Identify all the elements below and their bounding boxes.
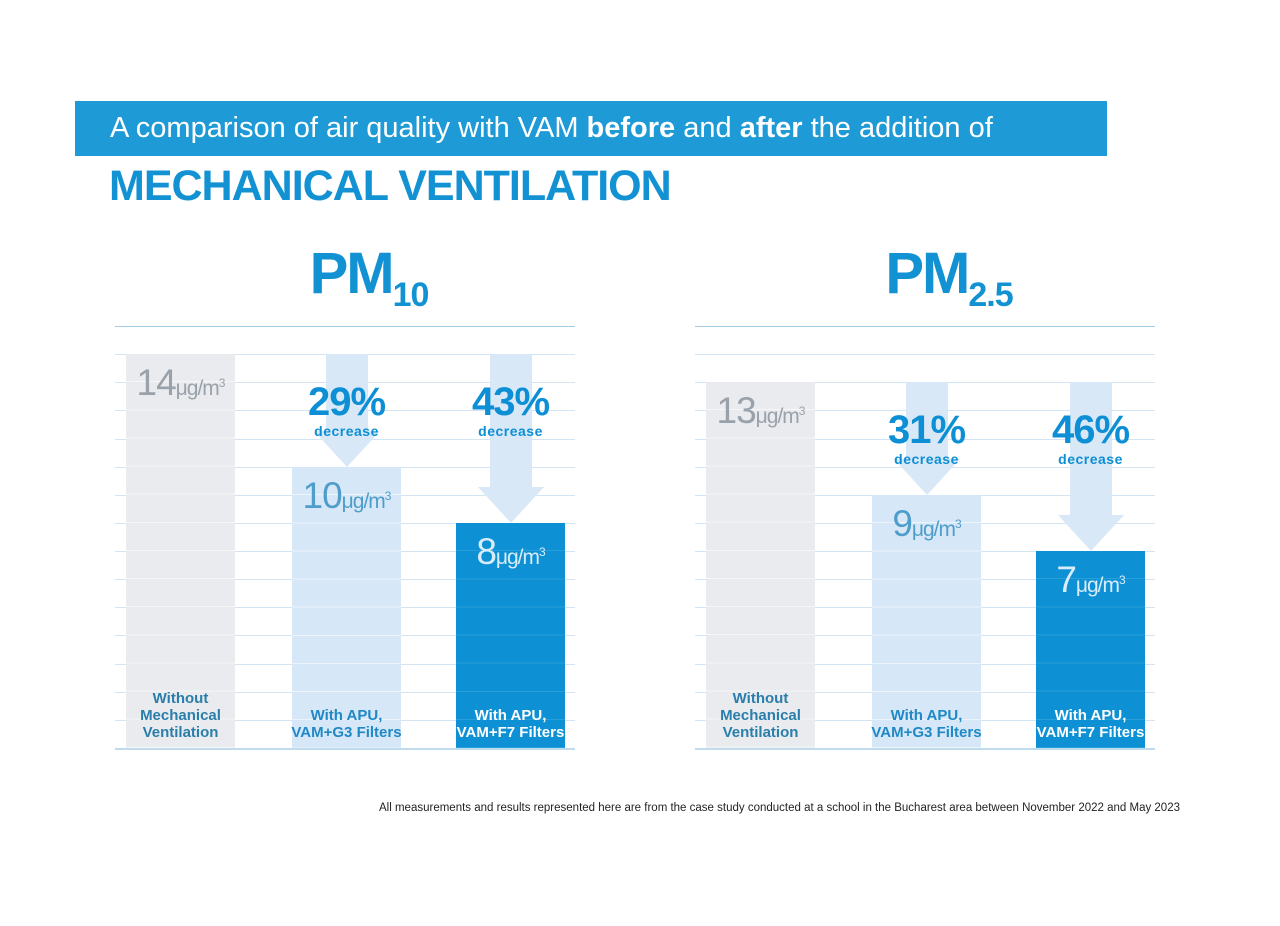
decrease-arrow: 43% decrease <box>401 354 621 523</box>
bar-value-number: 13 <box>716 390 757 432</box>
bar-category-line: Mechanical <box>140 707 221 724</box>
bar-value-number: 7 <box>1056 559 1077 601</box>
bar-value-unit-exponent: 3 <box>798 404 806 419</box>
bar-value-unit-exponent: 3 <box>384 488 392 503</box>
decrease-arrow: 29% decrease <box>237 354 457 467</box>
bar-value-number: 8 <box>476 530 497 572</box>
bar: 13μg/m3 Without Mechanical Ventilation <box>706 382 815 748</box>
chart-title: PM2.5 <box>719 240 1179 320</box>
decrease-callout: 29% decrease <box>237 382 457 439</box>
arrow-shaft <box>905 382 948 460</box>
bar-value-label: 7μg/m3 <box>1036 559 1145 601</box>
decrease-percent: 29% <box>307 380 386 425</box>
bar-category-line: VAM+G3 Filters <box>871 724 982 741</box>
bar-value-label: 9μg/m3 <box>872 503 981 545</box>
decrease-percent: 43% <box>471 380 550 425</box>
decrease-arrow: 46% decrease <box>981 382 1201 552</box>
decrease-percent: 31% <box>887 408 966 453</box>
banner-bold-after: after <box>739 112 803 144</box>
arrow-head <box>1057 515 1124 552</box>
bar-category-line: Ventilation <box>142 724 219 741</box>
decrease-arrow: 31% decrease <box>817 382 1037 495</box>
bar-category-line: With APU, <box>310 707 383 724</box>
bar-category-label: With APU, VAM+G3 Filters <box>866 707 987 741</box>
bar-value-unit-exponent: 3 <box>1119 573 1126 588</box>
bar-category-label: Without Mechanical Ventilation <box>120 690 241 741</box>
banner-text: and <box>675 112 740 144</box>
bar-category-line: Ventilation <box>722 724 799 741</box>
bar-value-number: 10 <box>302 474 343 516</box>
bar: 8μg/m3 With APU, VAM+F7 Filters <box>456 522 565 748</box>
chart-title-text: PM <box>885 241 970 306</box>
bar-category-line: With APU, <box>890 707 963 724</box>
banner-bold-before: before <box>586 112 676 144</box>
bar-value-number: 9 <box>892 502 913 544</box>
gridline <box>115 748 575 750</box>
bar-value-label: 14μg/m3 <box>126 362 235 404</box>
main-heading: MECHANICAL VENTILATION <box>109 162 672 210</box>
banner-text: the addition of <box>802 112 993 144</box>
chart-title-subscript: 2.5 <box>968 276 1013 314</box>
chart-title: PM10 <box>139 240 599 320</box>
decrease-callout: 31% decrease <box>817 410 1037 467</box>
arrow-head <box>477 486 544 523</box>
chart-title-subscript: 10 <box>392 276 430 314</box>
bar-category-label: With APU, VAM+G3 Filters <box>286 707 407 741</box>
chart-pm10: PM10 29% decrease 43% decrease 14μg/m3 Without… <box>115 240 575 752</box>
plot-area: 31% decrease 46% decrease 13μg/m3 Without Mech… <box>695 326 1155 750</box>
bar-value-label: 10μg/m3 <box>292 475 401 517</box>
bar-category-line: Mechanical <box>720 707 801 724</box>
gridline <box>695 326 1155 327</box>
plot-area: 29% decrease 43% decrease 14μg/m3 Without Mech… <box>115 326 575 750</box>
decrease-word: decrease <box>894 451 959 468</box>
arrow-shaft <box>1069 382 1112 517</box>
bar-value-unit: μg/m3 <box>341 488 392 513</box>
bar-category-line: With APU, <box>1054 707 1127 724</box>
bar-category-label: With APU, VAM+F7 Filters <box>450 707 571 741</box>
bar: 9μg/m3 With APU, VAM+G3 Filters <box>871 494 982 748</box>
bar-category-line: VAM+F7 Filters <box>456 724 565 741</box>
bar-value-unit: μg/m3 <box>755 404 806 429</box>
arrow-head <box>893 458 960 495</box>
bar-category-line: Without <box>732 690 789 707</box>
bar-value-unit-exponent: 3 <box>539 544 546 559</box>
gridline <box>115 326 575 327</box>
bar: 7μg/m3 With APU, VAM+F7 Filters <box>1036 551 1145 748</box>
decrease-word: decrease <box>1058 451 1123 468</box>
bar-value-unit: μg/m3 <box>495 544 546 569</box>
decrease-word: decrease <box>478 423 543 440</box>
bar: 14μg/m3 Without Mechanical Ventilation <box>126 354 235 748</box>
bar-category-line: With APU, <box>474 707 547 724</box>
bar-value-unit-exponent: 3 <box>955 516 962 531</box>
decrease-word: decrease <box>314 423 379 440</box>
bar-category-line: VAM+G3 Filters <box>291 724 402 741</box>
bar-category-label: Without Mechanical Ventilation <box>700 690 821 741</box>
bar-category-line: Without <box>152 690 209 707</box>
bar: 10μg/m3 With APU, VAM+G3 Filters <box>291 466 402 748</box>
banner-text: A comparison of air quality with VAM <box>110 112 587 144</box>
decrease-callout: 46% decrease <box>981 410 1201 467</box>
decrease-percent: 46% <box>1051 408 1130 453</box>
gridline <box>695 748 1155 750</box>
bar-value-number: 14 <box>136 362 177 404</box>
bar-value-unit-exponent: 3 <box>218 376 226 391</box>
bar-value-unit: μg/m3 <box>175 376 226 401</box>
bar-category-line: VAM+F7 Filters <box>1036 724 1145 741</box>
banner: A comparison of air quality with VAM bef… <box>75 101 1107 156</box>
bar-category-label: With APU, VAM+F7 Filters <box>1030 707 1151 741</box>
chart-title-text: PM <box>309 241 395 306</box>
chart-pm25: PM2.5 31% decrease 46% decrease 13μg/m3 Withou… <box>695 240 1155 752</box>
bar-value-unit: μg/m3 <box>1075 573 1126 598</box>
arrow-head <box>313 430 380 467</box>
gridline <box>695 354 1155 356</box>
bar-value-label: 13μg/m3 <box>706 390 815 432</box>
arrow-shaft <box>325 354 368 432</box>
footnote: All measurements and results represented… <box>379 802 1180 814</box>
decrease-callout: 43% decrease <box>401 382 621 439</box>
bar-value-unit: μg/m3 <box>911 516 962 541</box>
arrow-shaft <box>489 354 532 488</box>
bar-value-label: 8μg/m3 <box>456 531 565 573</box>
